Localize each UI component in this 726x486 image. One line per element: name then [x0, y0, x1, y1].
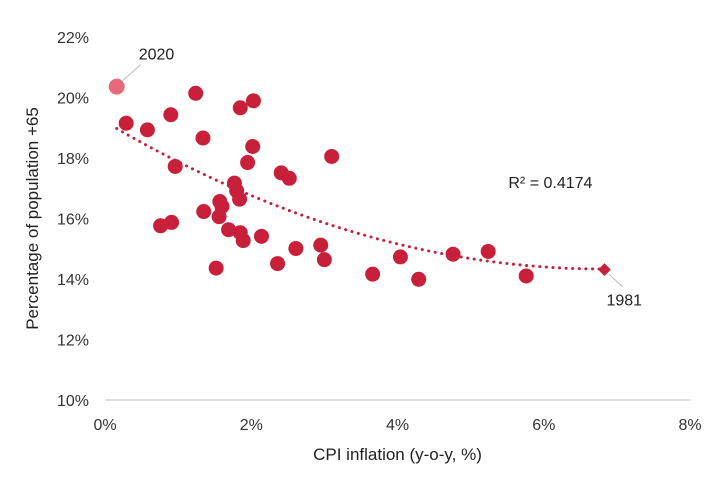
data-point	[232, 100, 248, 116]
x-tick-label: 2%	[240, 417, 263, 434]
highlight-point-1981	[598, 263, 611, 276]
trendline	[115, 127, 606, 271]
y-tick-label: 10%	[57, 393, 89, 410]
data-point	[196, 204, 212, 220]
y-tick-labels: 10% 12% 14% 16% 18% 20% 22%	[57, 30, 89, 410]
y-axis-title: Percentage of population +65	[23, 107, 42, 330]
y-tick-label: 20%	[57, 91, 89, 108]
data-point	[245, 139, 261, 155]
data-point	[480, 243, 496, 259]
data-point	[411, 271, 427, 287]
x-tick-label: 6%	[532, 417, 555, 434]
data-point	[324, 148, 340, 164]
data-point	[518, 268, 534, 284]
leader-line	[122, 64, 142, 81]
data-point	[313, 237, 329, 253]
data-point	[195, 130, 211, 146]
data-point	[240, 155, 256, 171]
leader-line	[609, 274, 623, 287]
data-point	[288, 240, 304, 256]
x-tick-label: 4%	[386, 417, 409, 434]
data-point	[245, 93, 261, 109]
y-tick-label: 18%	[57, 151, 89, 168]
data-point	[270, 256, 286, 272]
data-point	[316, 252, 332, 268]
data-point	[139, 122, 155, 138]
label-1981: 1981	[606, 293, 642, 310]
x-tick-labels: 0% 2% 4% 6% 8%	[93, 417, 701, 434]
data-point	[235, 233, 251, 249]
data-point	[392, 249, 408, 265]
data-point	[445, 246, 461, 262]
x-tick-label: 0%	[93, 417, 116, 434]
y-tick-label: 22%	[57, 30, 89, 47]
data-point	[208, 260, 224, 276]
highlight-points: 2020 1981	[108, 47, 642, 310]
highlight-point-2020	[108, 78, 125, 95]
data-point	[164, 214, 180, 230]
data-point	[214, 198, 230, 214]
data-point	[365, 266, 381, 282]
data-point	[118, 115, 134, 131]
y-tick-label: 16%	[57, 212, 89, 229]
label-2020: 2020	[139, 47, 175, 64]
data-point	[221, 222, 237, 238]
data-points	[118, 85, 534, 287]
x-axis-title: CPI inflation (y-o-y, %)	[313, 445, 482, 464]
data-point	[163, 107, 179, 123]
data-point	[281, 170, 297, 186]
x-tick-label: 8%	[678, 417, 701, 434]
data-point	[232, 191, 248, 207]
data-point	[188, 85, 204, 101]
r-squared-annotation: R² = 0.4174	[508, 175, 592, 192]
y-tick-label: 12%	[57, 333, 89, 350]
data-point	[167, 158, 183, 174]
data-point	[253, 228, 269, 244]
y-tick-label: 14%	[57, 272, 89, 289]
